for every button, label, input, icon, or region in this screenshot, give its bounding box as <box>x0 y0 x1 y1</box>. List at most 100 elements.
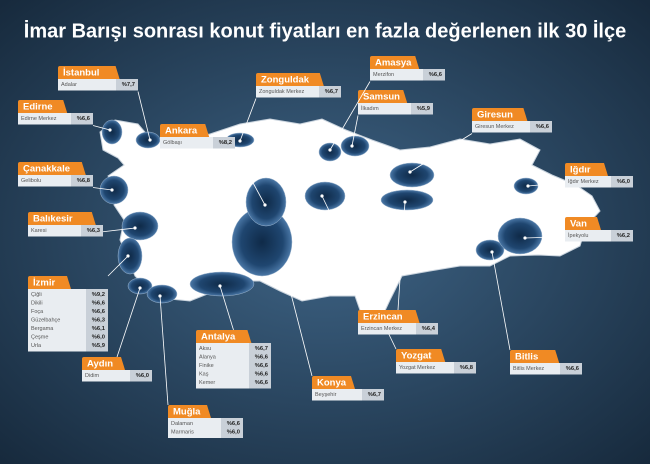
district-box <box>370 69 445 81</box>
district-box <box>396 362 476 374</box>
province-name: Giresun <box>477 110 513 121</box>
district-name: Güzelbahçe <box>31 317 60 323</box>
value-column <box>116 79 138 91</box>
province-tab <box>370 56 420 69</box>
leader-dot <box>148 138 152 142</box>
province-tab <box>565 163 608 176</box>
district-name: Kemer <box>199 380 215 386</box>
leader-line <box>491 251 511 351</box>
highlighted-region <box>135 131 161 149</box>
district-value: %6,2 <box>617 233 630 239</box>
value-column <box>611 230 633 242</box>
leader-dot <box>526 184 530 188</box>
district-name: Bitlis Merkez <box>513 366 544 372</box>
leader-dot <box>126 254 130 258</box>
province-tab <box>510 350 560 363</box>
highlighted-region <box>389 162 435 188</box>
district-name: Çiğli <box>31 292 42 298</box>
district-name: Bergama <box>31 326 54 332</box>
province-tab <box>18 100 68 113</box>
district-name: Giresun Merkez <box>475 124 514 130</box>
province-name: Bitlis <box>515 352 538 363</box>
province-name: Aydın <box>87 359 113 370</box>
province-tab <box>28 276 71 289</box>
district-name: Edirne Merkez <box>21 116 57 122</box>
leader-dot <box>110 188 114 192</box>
district-box <box>18 113 93 125</box>
district-value: %6,6 <box>255 380 269 386</box>
province-name: Muğla <box>173 407 201 418</box>
district-name: Merzifon <box>373 72 394 78</box>
leader-line <box>524 236 566 239</box>
province-tab <box>18 162 86 175</box>
highlighted-region <box>127 277 153 295</box>
district-box <box>18 175 93 187</box>
district-name: Gölbaşı <box>163 140 182 146</box>
district-name: Adalar <box>61 82 77 88</box>
province-name: Balıkesir <box>33 214 73 225</box>
district-name: Aksu <box>199 346 211 352</box>
district-name: Kaş <box>199 371 209 377</box>
province-tab <box>58 66 120 79</box>
leader-line <box>92 125 111 131</box>
leader-dot <box>320 194 324 198</box>
district-name: Dalaman <box>171 421 193 427</box>
leader-line <box>159 295 169 406</box>
value-column <box>86 289 108 352</box>
leader-line <box>92 187 113 191</box>
district-value: %6,8 <box>77 178 91 184</box>
district-value: %6,0 <box>136 373 149 379</box>
district-name: Alanya <box>199 354 217 360</box>
district-value: %6,7 <box>255 346 268 352</box>
highlighted-region <box>497 217 543 255</box>
highlighted-region <box>513 177 539 195</box>
district-name: Iğdır Merkez <box>568 179 599 185</box>
district-box <box>472 121 552 133</box>
district-value: %8,2 <box>219 140 232 146</box>
leader-dot <box>523 236 527 240</box>
value-column <box>71 175 93 187</box>
value-column <box>130 370 152 382</box>
district-value: %6,6 <box>536 124 550 130</box>
value-column <box>454 362 476 374</box>
highlighted-region <box>117 237 143 275</box>
district-value: %7,7 <box>122 82 135 88</box>
value-column <box>530 121 552 133</box>
district-name: Zonguldak Merkez <box>259 89 304 95</box>
leader-line <box>527 182 566 187</box>
district-value: %9,2 <box>92 292 105 298</box>
highlighted-region <box>121 211 159 241</box>
leader-line <box>137 91 151 141</box>
leader-line <box>116 287 141 358</box>
province-tab <box>358 310 420 323</box>
district-value: %5,9 <box>92 343 106 349</box>
province-tab <box>256 73 324 86</box>
highlighted-region <box>245 177 287 227</box>
district-box <box>82 370 152 382</box>
district-value: %6,7 <box>325 89 338 95</box>
leader-dot <box>350 144 354 148</box>
province-name: İzmir <box>33 278 55 289</box>
leader-dot <box>133 226 137 230</box>
province-name: Antalya <box>201 332 236 343</box>
title: İmar Barışı sonrası konut fiyatları en f… <box>24 19 626 42</box>
leader-dot <box>218 284 222 288</box>
leader-dot <box>408 170 412 174</box>
district-box <box>565 230 633 242</box>
leader-dot <box>328 148 332 152</box>
district-value: %6,6 <box>429 72 443 78</box>
leader-line <box>329 81 371 151</box>
district-value: %6,4 <box>422 326 436 332</box>
province-name: Erzincan <box>363 312 403 323</box>
district-value: %6,3 <box>87 228 101 234</box>
district-name: İlkadım <box>361 105 379 112</box>
value-column <box>221 418 243 438</box>
province-name: İstanbul <box>63 68 99 79</box>
district-value: %6,6 <box>227 421 241 427</box>
province-tab <box>358 90 408 103</box>
province-tab <box>396 349 446 362</box>
district-name: Çeşme <box>31 334 48 340</box>
province-tab <box>168 405 211 418</box>
value-column <box>411 103 433 115</box>
